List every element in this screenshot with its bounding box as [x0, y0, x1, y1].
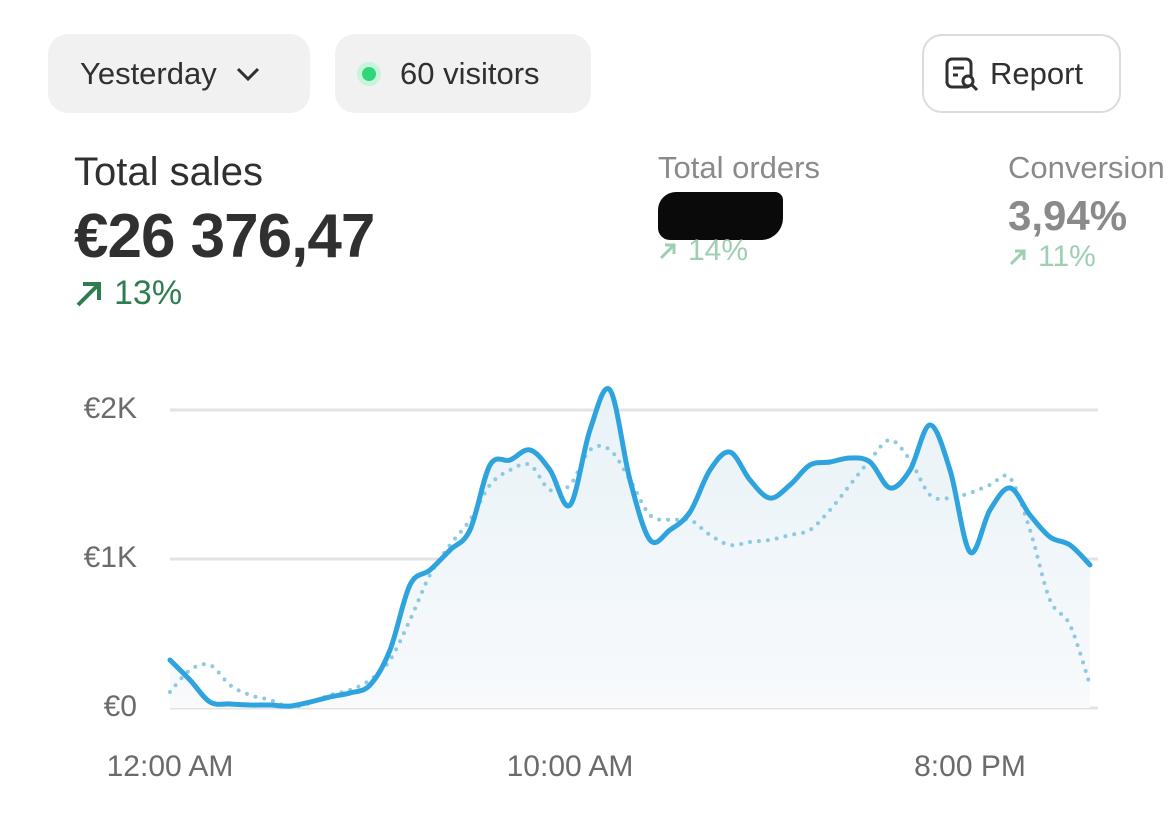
x-tick-label: 12:00 AM — [107, 750, 234, 783]
live-dot — [362, 66, 376, 81]
metric-label: Conversion — [1008, 150, 1165, 185]
date-range-button[interactable]: Yesterday — [48, 34, 310, 113]
metric-value: €26 376,47 — [74, 202, 375, 271]
report-button[interactable]: Report — [922, 34, 1121, 113]
sales-line — [167, 386, 1093, 709]
metric-change: 11% — [1008, 240, 1165, 274]
chevron-icon — [236, 67, 259, 81]
metric-sales: Total sales €26 376,47 13% — [74, 150, 375, 313]
metric-change-value: 13% — [114, 274, 183, 312]
y-tick-label: €2K — [84, 392, 137, 425]
metric-change-value: 14% — [688, 234, 749, 267]
metric-value: 3,94% — [1008, 192, 1128, 239]
y-tick-label: €0 — [104, 690, 137, 723]
x-tick-label: 8:00 PM — [914, 750, 1026, 783]
up-arrow — [659, 243, 676, 260]
date-range-label: Yesterday — [80, 55, 217, 91]
metric-orders: Total orders 14% — [658, 150, 820, 268]
visitors-label: 60 visitors — [400, 55, 540, 91]
visitors-button[interactable]: 60 visitors — [335, 34, 591, 113]
redaction — [658, 192, 783, 240]
metric-change-value: 11% — [1038, 240, 1096, 273]
metric-change: 13% — [74, 274, 374, 313]
report-label: Report — [990, 55, 1084, 91]
metric-label: Total sales — [74, 150, 263, 194]
up-arrow — [76, 281, 101, 306]
metric-change: 14% — [658, 234, 820, 268]
up-arrow — [1009, 249, 1026, 266]
y-tick-label: €1K — [84, 541, 137, 574]
x-tick-label: 10:00 AM — [507, 750, 634, 783]
report-icon — [945, 57, 979, 91]
metric-label: Total orders — [658, 150, 820, 185]
metric-conversion: Conversion 3,94% 11% — [1008, 150, 1165, 274]
area — [170, 388, 1090, 708]
